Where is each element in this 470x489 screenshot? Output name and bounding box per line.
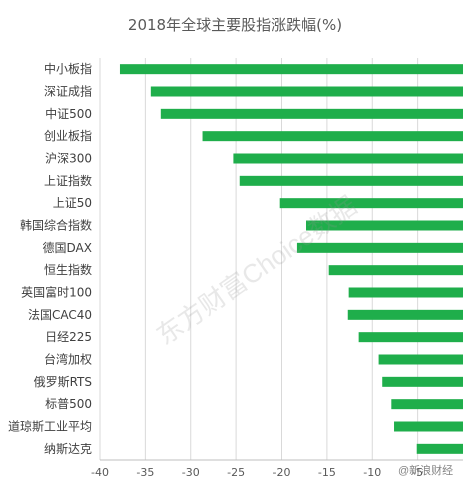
category-label: 日经225 <box>45 330 92 344</box>
category-label: 恒生指数 <box>44 262 92 277</box>
category-label: 英国富时100 <box>21 285 92 300</box>
category-label: 法国CAC40 <box>28 308 92 322</box>
category-label: 中小板指 <box>44 61 92 76</box>
bar <box>348 287 463 298</box>
bar <box>358 332 463 343</box>
category-label: 深证成指 <box>44 84 92 99</box>
bar <box>382 376 463 387</box>
category-label: 俄罗斯RTS <box>34 375 92 389</box>
bar <box>202 131 464 142</box>
bar <box>306 220 463 231</box>
bar <box>239 175 463 186</box>
category-label: 上证指数 <box>44 173 92 188</box>
category-label: 台湾加权 <box>44 352 92 367</box>
bar <box>391 399 463 410</box>
x-tick-label: -5 <box>412 466 423 479</box>
category-label: 韩国综合指数 <box>20 218 92 233</box>
chart-title: 2018年全球主要股指涨跌幅(%) <box>128 16 342 34</box>
category-label: 纳斯达克 <box>44 442 92 456</box>
bar <box>328 265 463 276</box>
bar <box>150 86 463 97</box>
bar <box>160 108 464 119</box>
bar <box>233 153 463 164</box>
x-tick-label: -40 <box>91 466 109 479</box>
bar <box>378 354 463 365</box>
category-label: 沪深300 <box>45 152 92 166</box>
bar <box>347 309 463 320</box>
category-label: 上证50 <box>53 196 92 210</box>
x-tick-label: -35 <box>136 466 154 479</box>
x-tick-label: -10 <box>363 466 381 479</box>
weibo-tag: @新浪财经 <box>398 465 454 477</box>
x-tick-label: -25 <box>227 466 245 479</box>
category-label: 中证500 <box>45 106 92 121</box>
bar <box>279 198 463 209</box>
x-tick-label: -20 <box>273 466 291 479</box>
bar <box>394 421 463 432</box>
bar <box>119 64 463 75</box>
bar <box>296 242 463 253</box>
category-label: 标普500 <box>45 397 92 411</box>
category-label: 德国DAX <box>43 240 92 255</box>
x-tick-label: -15 <box>318 466 336 479</box>
category-label: 创业板指 <box>44 128 92 143</box>
bar <box>416 443 463 454</box>
x-tick-label: -30 <box>182 466 200 479</box>
category-label: 道琼斯工业平均 <box>8 419 92 434</box>
